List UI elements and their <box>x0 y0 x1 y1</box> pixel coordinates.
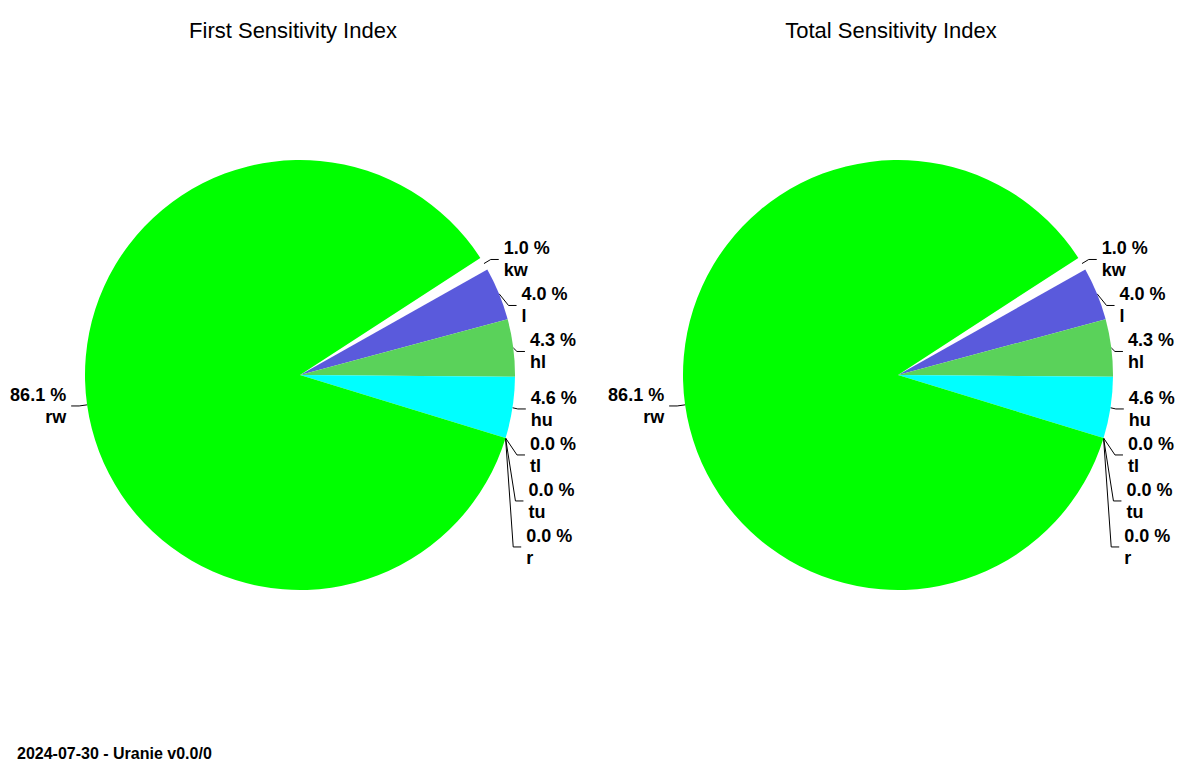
svg-text:4.6 %: 4.6 % <box>1129 388 1175 408</box>
svg-text:0.0 %: 0.0 % <box>528 480 574 500</box>
svg-text:0.0 %: 0.0 % <box>1126 480 1172 500</box>
svg-text:tu: tu <box>528 502 545 522</box>
svg-text:1.0 %: 1.0 % <box>504 238 550 258</box>
svg-text:0.0 %: 0.0 % <box>1124 526 1170 546</box>
svg-text:4.3 %: 4.3 % <box>530 330 576 350</box>
svg-text:rw: rw <box>45 407 67 427</box>
svg-text:4.0 %: 4.0 % <box>522 284 568 304</box>
svg-text:r: r <box>526 548 533 568</box>
svg-text:hu: hu <box>531 410 553 430</box>
svg-text:4.3 %: 4.3 % <box>1128 330 1174 350</box>
svg-text:First Sensitivity Index: First Sensitivity Index <box>189 18 397 43</box>
svg-text:tu: tu <box>1126 502 1143 522</box>
svg-text:4.6 %: 4.6 % <box>531 388 577 408</box>
svg-text:4.0 %: 4.0 % <box>1120 284 1166 304</box>
svg-text:tl: tl <box>530 456 541 476</box>
svg-text:Total Sensitivity Index: Total Sensitivity Index <box>785 18 997 43</box>
svg-text:rw: rw <box>643 407 665 427</box>
svg-text:86.1 %: 86.1 % <box>10 385 66 405</box>
svg-text:hl: hl <box>530 352 546 372</box>
svg-text:l: l <box>522 306 527 326</box>
svg-text:l: l <box>1120 306 1125 326</box>
svg-text:hu: hu <box>1129 410 1151 430</box>
svg-text:kw: kw <box>1102 260 1127 280</box>
svg-text:0.0 %: 0.0 % <box>526 526 572 546</box>
svg-text:kw: kw <box>504 260 529 280</box>
svg-text:tl: tl <box>1128 456 1139 476</box>
svg-text:0.0 %: 0.0 % <box>530 434 576 454</box>
svg-text:0.0 %: 0.0 % <box>1128 434 1174 454</box>
svg-text:2024-07-30 - Uranie v0.0/0: 2024-07-30 - Uranie v0.0/0 <box>17 745 212 762</box>
svg-text:86.1 %: 86.1 % <box>608 385 664 405</box>
svg-text:hl: hl <box>1128 352 1144 372</box>
svg-text:1.0 %: 1.0 % <box>1102 238 1148 258</box>
svg-text:r: r <box>1124 548 1131 568</box>
